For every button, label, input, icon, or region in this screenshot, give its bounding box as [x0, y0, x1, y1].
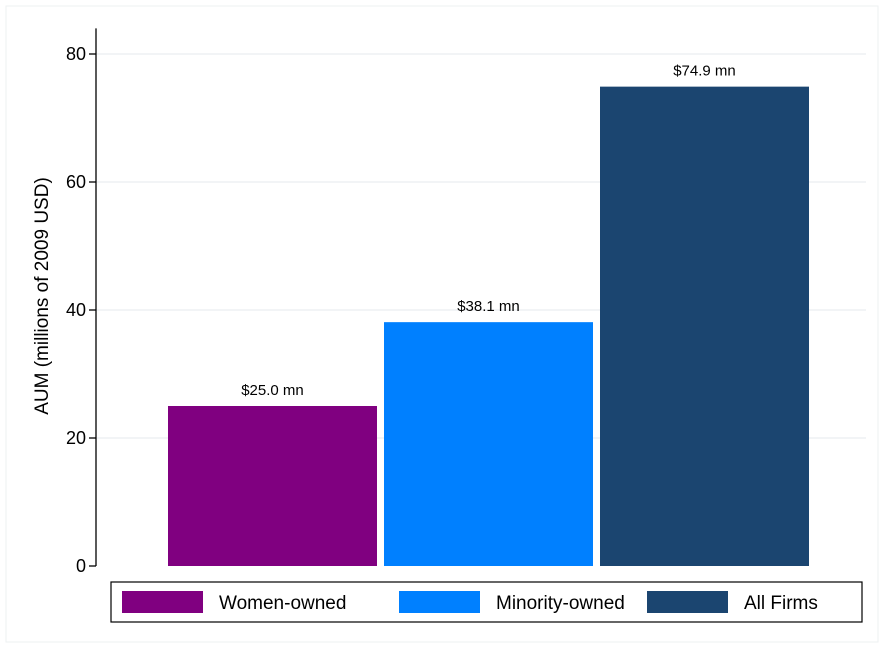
y-tick-label: 0	[76, 556, 86, 576]
y-tick-label: 60	[66, 172, 86, 192]
data-label: $38.1 mn	[457, 298, 520, 315]
bar-women-owned	[168, 406, 377, 566]
legend-swatch	[647, 591, 728, 613]
data-label: $74.9 mn	[673, 63, 736, 80]
legend-label: Women-owned	[219, 593, 346, 614]
legend-swatch	[399, 591, 480, 613]
legend-swatch	[122, 591, 203, 613]
legend: Women-owned Minority-owned All Firms	[110, 581, 863, 623]
legend-box	[110, 581, 863, 623]
legend-label: Minority-owned	[496, 593, 625, 614]
data-labels: $25.0 mn $38.1 mn $74.9 mn	[241, 63, 736, 399]
y-axis: 0 20 40 60 80	[66, 28, 97, 576]
legend-label: All Firms	[744, 593, 818, 614]
bar-minority-owned	[384, 322, 593, 566]
bars	[168, 86, 809, 566]
data-label: $25.0 mn	[241, 382, 304, 399]
bar-all-firms	[600, 86, 809, 566]
y-tick-label: 20	[66, 428, 86, 448]
y-tick-label: 80	[66, 44, 86, 64]
y-axis-title: AUM (millions of 2009 USD)	[32, 177, 53, 415]
y-tick-label: 40	[66, 300, 86, 320]
